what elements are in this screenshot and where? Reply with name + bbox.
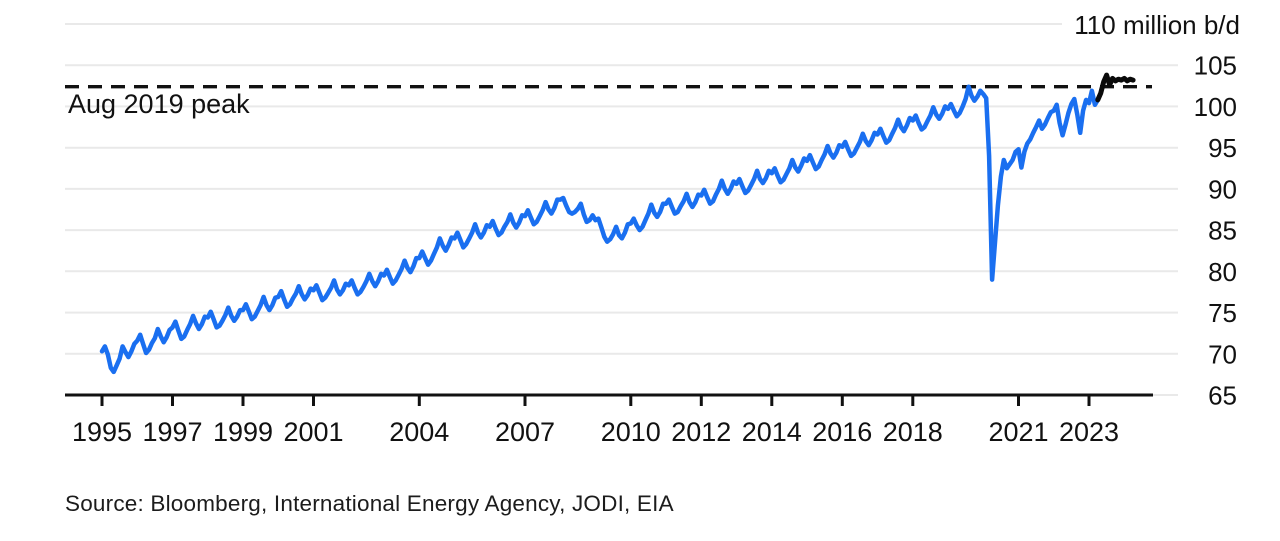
x-axis-tick-label: 2014 [742,417,802,447]
x-axis-tick-label: 2018 [883,417,943,447]
gridlines [65,23,1178,396]
x-axis-ticks [100,395,1091,406]
y-axis-unit-label: 110 million b/d [1074,10,1240,40]
x-axis-tick-label: 2021 [988,417,1048,447]
x-axis-tick-label: 1997 [142,417,202,447]
x-axis-tick-label: 2023 [1059,417,1119,447]
y-axis-tick-label: 70 [1208,339,1237,369]
oil-demand-line-chart: 105 100 95 90 85 80 75 70 65 110 million b/d 199… [65,10,1240,447]
y-axis-tick-label: 105 [1194,51,1237,81]
source-text: Source: Bloomberg, International Energy … [65,491,674,516]
y-axis-tick-label: 80 [1208,257,1237,287]
x-axis-tick-label: 2016 [812,417,872,447]
x-axis-tick-label: 2001 [283,417,343,447]
y-axis-tick-label: 95 [1208,133,1237,163]
y-axis-tick-label: 75 [1208,298,1237,328]
demand-line-historical [99,84,1101,375]
y-axis-tick-label: 65 [1208,381,1237,411]
y-axis-tick-label: 100 [1194,92,1237,122]
y-axis-tick-label: 85 [1208,216,1237,246]
x-axis-tick-label: 1995 [72,417,132,447]
x-axis-tick-label: 2007 [495,417,555,447]
x-axis-tick-label: 2010 [601,417,661,447]
peak-annotation-label: Aug 2019 peak [68,89,250,119]
x-axis-tick-label: 1999 [213,417,273,447]
demand-line-recent [1095,72,1136,103]
x-axis-tick-label: 2004 [389,417,449,447]
y-axis-labels: 105 100 95 90 85 80 75 70 65 [1194,51,1237,411]
y-axis-tick-label: 90 [1208,174,1237,204]
x-axis-tick-label: 2012 [671,417,731,447]
x-axis-labels: 1995 1997 1999 2001 2004 2007 2010 2012 2014 2016… [72,417,1119,447]
